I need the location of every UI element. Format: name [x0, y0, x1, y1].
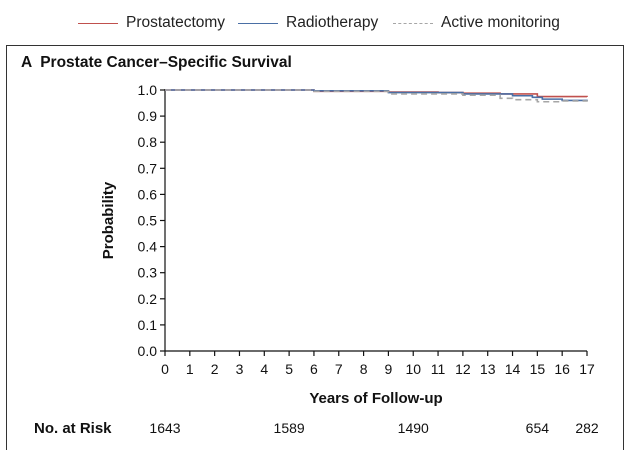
- y-tick-label: 0.6: [138, 186, 158, 202]
- panel-letter: A: [21, 54, 33, 71]
- x-tick-label: 0: [161, 361, 169, 377]
- x-axis-title: Years of Follow-up: [309, 390, 442, 407]
- x-tick-label: 16: [554, 361, 570, 377]
- x-tick-label: 6: [310, 361, 318, 377]
- risk-value: 282: [575, 420, 599, 436]
- legend-swatch-active-monitoring: [393, 22, 433, 24]
- x-tick-label: 17: [579, 361, 595, 377]
- y-tick-label: 0.0: [138, 343, 158, 359]
- y-tick-label: 0.5: [138, 213, 158, 229]
- legend: Prostatectomy Radiotherapy Active monito…: [0, 0, 634, 46]
- risk-value: 1490: [398, 420, 429, 436]
- y-tick-label: 0.7: [138, 160, 158, 176]
- legend-item-prostatectomy: Prostatectomy: [78, 12, 225, 34]
- risk-row-label: No. at Risk: [34, 420, 112, 437]
- legend-label-prostatectomy: Prostatectomy: [126, 14, 226, 31]
- legend-item-radiotherapy: Radiotherapy: [238, 12, 378, 34]
- y-tick-label: 1.0: [138, 82, 158, 98]
- x-tick-label: 2: [211, 361, 219, 377]
- x-tick-label: 12: [455, 361, 471, 377]
- x-tick-label: 13: [480, 361, 496, 377]
- y-tick-label: 0.3: [138, 265, 158, 281]
- y-axis-title: Probability: [100, 181, 117, 259]
- x-tick-label: 10: [405, 361, 421, 377]
- risk-value: 654: [526, 420, 550, 436]
- x-tick-label: 7: [335, 361, 343, 377]
- risk-value: 1589: [274, 420, 305, 436]
- y-tick-label: 0.2: [138, 291, 158, 307]
- chart-panel: A Prostate Cancer–Specific Survival: [6, 45, 624, 450]
- legend-swatch-radiotherapy: [238, 22, 278, 24]
- series-line-active-monitoring: [165, 89, 588, 103]
- panel-title-text: Prostate Cancer–Specific Survival: [40, 54, 292, 71]
- x-tick-label: 15: [530, 361, 546, 377]
- x-tick-label: 5: [285, 361, 293, 377]
- x-tick-label: 3: [236, 361, 244, 377]
- x-tick-label: 14: [505, 361, 521, 377]
- x-tick-label: 9: [385, 361, 393, 377]
- y-tick-label: 0.8: [138, 134, 158, 150]
- x-tick-label: 11: [431, 361, 446, 377]
- panel-title: A Prostate Cancer–Specific Survival: [21, 54, 292, 72]
- x-tick-label: 8: [360, 361, 368, 377]
- y-tick-label: 0.4: [138, 239, 158, 255]
- legend-label-radiotherapy: Radiotherapy: [286, 14, 379, 31]
- x-tick-label: 4: [260, 361, 268, 377]
- x-tick-label: 1: [186, 361, 194, 377]
- risk-value: 1643: [149, 420, 180, 436]
- legend-swatch-prostatectomy: [78, 22, 118, 24]
- legend-item-active-monitoring: Active monitoring: [393, 12, 560, 34]
- y-tick-label: 0.9: [138, 108, 158, 124]
- y-tick-label: 0.1: [138, 317, 158, 333]
- legend-label-active-monitoring: Active monitoring: [441, 14, 560, 31]
